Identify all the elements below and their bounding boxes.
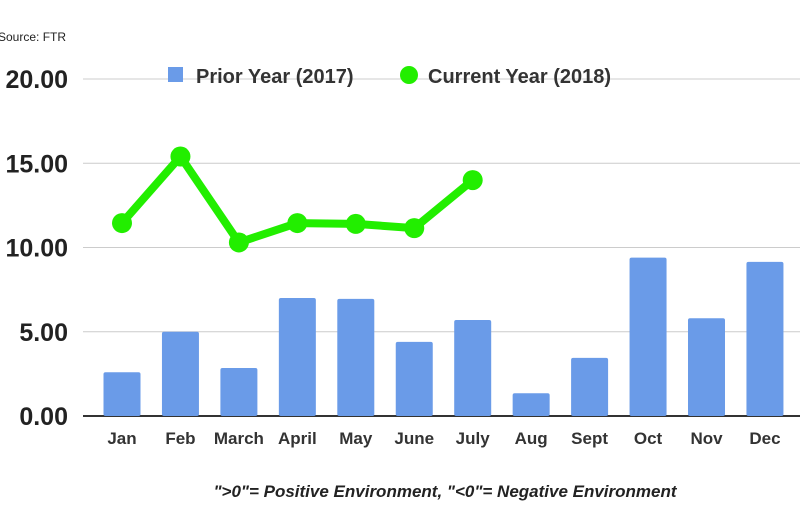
bar-prior-year-july — [454, 319, 492, 416]
x-tick-label: Aug — [515, 429, 548, 448]
x-tick-label: March — [214, 429, 264, 448]
x-tick-label: July — [456, 429, 491, 448]
chart-note: ">0"= Positive Environment, "<0"= Negati… — [213, 482, 677, 501]
bar-prior-year-sept — [571, 357, 609, 416]
point-current-year-feb — [170, 146, 191, 167]
bar-prior-year-may — [337, 298, 375, 416]
y-tick-label: 15.00 — [5, 150, 68, 178]
y-tick-label: 10.00 — [5, 235, 68, 263]
bar-prior-year-oct — [629, 257, 667, 416]
point-current-year-june — [404, 218, 425, 239]
x-tick-label: Dec — [749, 429, 780, 448]
legend-swatch-current-year — [400, 66, 418, 84]
x-tick-label: Feb — [165, 429, 195, 448]
x-tick-label: June — [394, 429, 434, 448]
bar-prior-year-feb — [161, 331, 199, 416]
legend-swatch-prior-year — [168, 67, 183, 82]
x-tick-label: Oct — [634, 429, 663, 448]
y-tick-label: 5.00 — [19, 319, 68, 347]
bar-prior-year-march — [220, 367, 258, 416]
x-tick-label: Jan — [107, 429, 136, 448]
bar-prior-year-april — [278, 298, 316, 416]
point-current-year-may — [345, 213, 366, 234]
legend-label-prior-year: Prior Year (2017) — [196, 66, 354, 88]
x-tick-label: April — [278, 429, 317, 448]
bar-prior-year-jan — [103, 372, 141, 416]
point-current-year-april — [287, 213, 308, 234]
bar-prior-year-june — [395, 341, 433, 416]
point-current-year-july — [462, 170, 483, 191]
y-tick-label: 0.00 — [19, 403, 68, 431]
legend-label-current-year: Current Year (2018) — [428, 66, 611, 88]
x-tick-label: Nov — [690, 429, 723, 448]
bar-prior-year-aug — [512, 393, 550, 416]
point-current-year-march — [228, 232, 249, 253]
legend: Prior Year (2017) Current Year (2018) — [168, 66, 611, 88]
bar-prior-year-dec — [746, 261, 784, 416]
y-tick-label: 20.00 — [5, 66, 68, 94]
point-current-year-jan — [112, 213, 132, 234]
x-tick-label: Sept — [571, 429, 608, 448]
bar-prior-year-nov — [688, 318, 725, 416]
x-tick-label: May — [339, 429, 373, 448]
source-label: Source: FTR — [0, 30, 67, 44]
